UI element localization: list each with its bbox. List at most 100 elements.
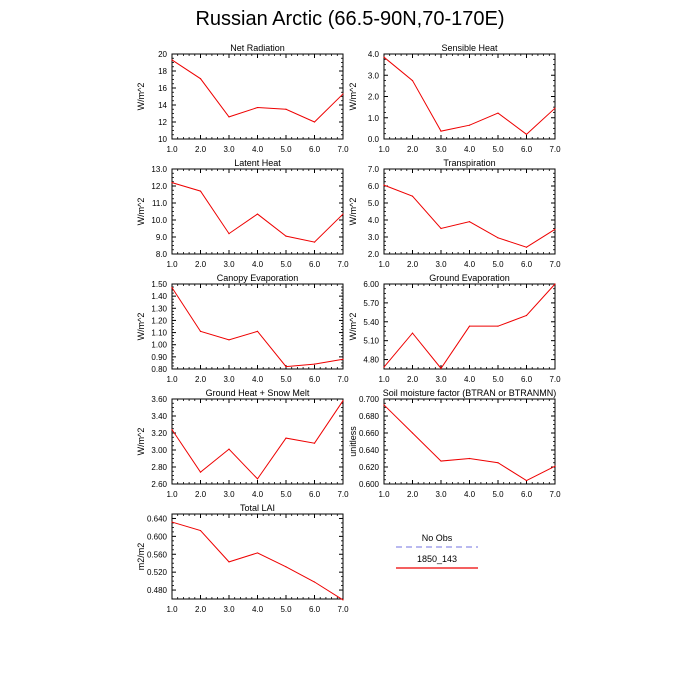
- y-tick-label: 2.0: [368, 93, 380, 102]
- y-tick-label: 10.0: [151, 216, 167, 225]
- y-tick-label: 12: [158, 118, 167, 127]
- panel-title: Latent Heat: [234, 158, 281, 168]
- y-tick-label: 2.80: [151, 463, 167, 472]
- x-tick-label: 4.0: [464, 260, 476, 269]
- data-point: [313, 121, 316, 123]
- x-tick-label: 2.0: [407, 260, 419, 269]
- x-tick-label: 1.0: [166, 375, 178, 384]
- data-point: [411, 332, 414, 334]
- data-point: [383, 56, 385, 58]
- data-point: [342, 93, 344, 95]
- y-tick-label: 12.0: [151, 182, 167, 191]
- data-point: [313, 363, 316, 365]
- y-tick-label: 3.00: [151, 446, 167, 455]
- x-tick-label: 4.0: [464, 490, 476, 499]
- y-tick-label: 16: [158, 84, 167, 93]
- chart-panel: 1.0 2.0 3.0 4.0 5.0 6.0 7.00.01.02.03.04.0Sens…: [348, 43, 561, 154]
- data-point: [468, 221, 471, 223]
- series-line: [171, 287, 344, 368]
- x-tick-label: 5.0: [280, 145, 292, 154]
- chart-panel: 1.0 2.0 3.0 4.0 5.0 6.0 7.02.03.04.05.06.07.0T…: [348, 158, 561, 269]
- x-tick-label: 1.0: [166, 605, 178, 614]
- y-tick-label: 1.30: [151, 304, 167, 313]
- x-tick-label: 4.0: [464, 145, 476, 154]
- data-point: [525, 246, 528, 248]
- y-tick-label: 6.00: [363, 280, 379, 289]
- y-tick-label: 3.60: [151, 395, 167, 404]
- series-line: [171, 182, 344, 243]
- data-point: [285, 365, 287, 368]
- data-point: [554, 228, 556, 230]
- y-axis-label: W/m^2: [348, 313, 358, 341]
- y-tick-label: 18: [158, 67, 167, 76]
- data-point: [256, 106, 259, 109]
- panel-title: Transpiration: [443, 158, 495, 168]
- data-point: [440, 460, 442, 462]
- data-point: [525, 314, 528, 317]
- y-tick-label: 0.520: [147, 568, 168, 577]
- x-tick-label: 2.0: [195, 375, 207, 384]
- y-tick-label: 0.480: [147, 586, 168, 595]
- legend: No Obs 1850_143: [396, 533, 478, 569]
- data-point: [313, 241, 316, 243]
- data-point: [440, 130, 442, 132]
- x-tick-label: 1.0: [378, 145, 390, 154]
- x-tick-label: 7.0: [337, 605, 349, 614]
- page-title: Russian Arctic (66.5-90N,70-170E): [195, 8, 505, 30]
- data-point: [171, 182, 173, 184]
- x-tick-label: 1.0: [166, 260, 178, 269]
- chart-panel: 1.0 2.0 3.0 4.0 5.0 6.0 7.0 4.80 5.10 5.40 5.70 6.0…: [348, 273, 561, 384]
- y-axis-label: W/m^2: [136, 83, 146, 111]
- data-point: [497, 462, 499, 464]
- y-tick-label: 1.0: [368, 114, 380, 123]
- data-point: [199, 190, 202, 192]
- data-point: [228, 233, 230, 235]
- x-tick-label: 3.0: [435, 145, 447, 154]
- y-tick-label: 3.0: [368, 233, 380, 242]
- x-tick-label: 6.0: [309, 490, 321, 499]
- x-tick-label: 6.0: [309, 145, 321, 154]
- data-point: [199, 78, 202, 80]
- x-tick-label: 3.0: [223, 375, 235, 384]
- x-tick-label: 2.0: [195, 605, 207, 614]
- x-tick-label: 5.0: [492, 260, 504, 269]
- data-point: [440, 367, 442, 369]
- panel-title: Net Radiation: [230, 43, 285, 53]
- data-point: [383, 184, 385, 186]
- x-tick-label: 6.0: [521, 490, 533, 499]
- y-tick-label: 3.40: [151, 412, 167, 421]
- x-tick-label: 4.0: [252, 260, 264, 269]
- x-tick-label: 5.0: [280, 605, 292, 614]
- y-axis-label: W/m^2: [348, 198, 358, 226]
- series-line: [171, 521, 344, 601]
- plot-frame: [383, 168, 556, 255]
- y-tick-label: 14: [158, 101, 167, 110]
- chart-panel: 1.0 2.0 3.0 4.0 5.0 6.0 7.0 0.600 0.620 0.640 0.66…: [348, 388, 561, 499]
- y-tick-label: 1.10: [151, 329, 167, 338]
- panel-title: Ground Heat + Snow Melt: [206, 388, 310, 398]
- y-tick-label: 0.600: [147, 532, 168, 541]
- data-point: [313, 442, 316, 444]
- y-tick-label: 0.80: [151, 365, 167, 374]
- x-tick-label: 1.0: [166, 145, 178, 154]
- plot-frame: [171, 168, 344, 255]
- panel-title: Total LAI: [240, 503, 275, 513]
- x-tick-label: 4.0: [252, 490, 264, 499]
- data-point: [525, 480, 528, 482]
- x-tick-label: 1.0: [378, 375, 390, 384]
- series-line: [171, 400, 344, 480]
- data-point: [256, 552, 259, 554]
- data-point: [411, 79, 414, 82]
- x-tick-label: 5.0: [280, 490, 292, 499]
- x-tick-label: 1.0: [378, 260, 390, 269]
- y-tick-label: 5.0: [368, 199, 380, 208]
- x-tick-label: 6.0: [521, 260, 533, 269]
- y-axis-label: W/m^2: [348, 83, 358, 111]
- y-tick-label: 0.620: [359, 463, 380, 472]
- y-tick-label: 1.00: [151, 341, 167, 350]
- data-point: [228, 561, 230, 563]
- data-point: [468, 124, 471, 126]
- x-tick-label: 6.0: [309, 375, 321, 384]
- y-tick-label: 8.0: [156, 250, 168, 259]
